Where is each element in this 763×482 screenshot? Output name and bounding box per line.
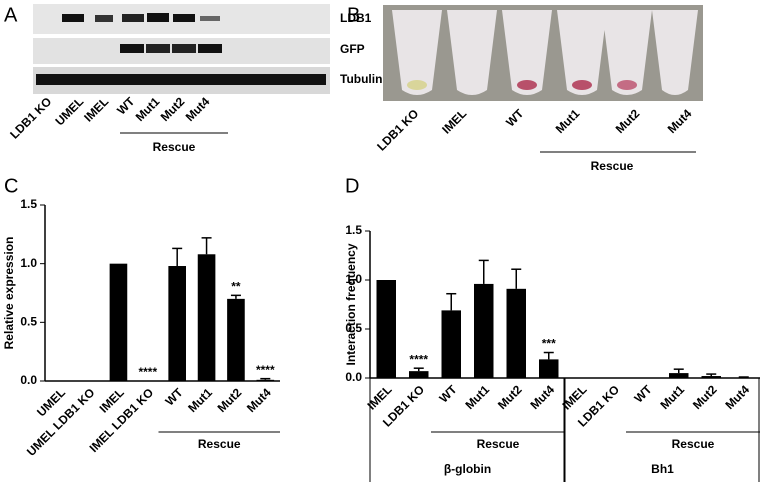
group-label: Rescue bbox=[153, 140, 196, 154]
bar bbox=[441, 310, 461, 378]
lane-label: IMEL bbox=[81, 94, 111, 124]
x-tick-label: WT bbox=[437, 382, 461, 406]
lane-label: UMEL bbox=[52, 94, 86, 128]
panel-letter: D bbox=[345, 175, 359, 197]
x-tick-label: Mut1 bbox=[657, 382, 687, 412]
y-tick-label: 0.0 bbox=[345, 370, 362, 384]
western-blot bbox=[33, 4, 330, 94]
tube-label: Mut4 bbox=[665, 106, 695, 136]
bar bbox=[197, 254, 216, 381]
x-tick-label: Mut4 bbox=[527, 382, 557, 412]
y-tick-label: 0.5 bbox=[345, 321, 362, 335]
significance: **** bbox=[256, 363, 275, 377]
tube-label: IMEL bbox=[439, 106, 469, 136]
bar bbox=[109, 263, 128, 381]
group-label: Rescue bbox=[477, 437, 520, 451]
x-tick-label: Mut2 bbox=[495, 382, 525, 412]
x-tick-label: WT bbox=[632, 382, 656, 406]
panel-letter: B bbox=[347, 4, 360, 26]
bar bbox=[539, 359, 559, 378]
y-tick-label: 1.5 bbox=[20, 197, 37, 211]
group-label: Rescue bbox=[591, 159, 634, 173]
significance: **** bbox=[138, 365, 157, 379]
y-tick-label: 0.5 bbox=[20, 315, 37, 329]
significance: **** bbox=[409, 352, 428, 366]
bar bbox=[376, 280, 396, 378]
bar bbox=[506, 288, 526, 378]
x-tick-label: Mut2 bbox=[690, 382, 720, 412]
lane-label: LDB1 KO bbox=[7, 94, 54, 141]
group-label: Rescue bbox=[672, 437, 715, 451]
x-tick-label: Mut1 bbox=[462, 382, 492, 412]
lane-label: Mut4 bbox=[183, 94, 213, 124]
significance: *** bbox=[542, 337, 556, 351]
lane-label: Mut1 bbox=[133, 94, 163, 124]
bar bbox=[669, 373, 689, 378]
group-name: Bh1 bbox=[651, 462, 674, 476]
y-axis-label: Interaction frequency bbox=[344, 243, 358, 365]
bar bbox=[168, 266, 186, 381]
bar bbox=[701, 376, 721, 378]
lane-label: Mut2 bbox=[158, 94, 188, 124]
tube-label: LDB1 KO bbox=[374, 106, 421, 153]
significance: ** bbox=[231, 280, 241, 294]
y-tick-label: 0.0 bbox=[20, 373, 37, 387]
group-label: Rescue bbox=[198, 437, 241, 451]
x-tick-label: WT bbox=[162, 385, 186, 409]
y-tick-label: 1.0 bbox=[20, 256, 37, 270]
bar bbox=[256, 379, 275, 381]
panel-letter: C bbox=[4, 175, 18, 197]
tube-label: Mut2 bbox=[613, 106, 643, 136]
x-tick-label: Mut1 bbox=[185, 385, 215, 415]
x-tick-label: Mut2 bbox=[215, 385, 245, 415]
group-name: β-globin bbox=[444, 462, 491, 476]
y-axis-label: Relative expression bbox=[2, 237, 16, 350]
y-tick-label: 1.5 bbox=[345, 223, 362, 237]
x-tick-label: Mut4 bbox=[244, 385, 274, 415]
bar bbox=[409, 371, 429, 378]
y-tick-label: 1.0 bbox=[345, 272, 362, 286]
tube-label: WT bbox=[503, 106, 527, 130]
blot-label: GFP bbox=[340, 42, 365, 56]
x-tick-label: IMEL bbox=[364, 382, 394, 412]
panel-letter: A bbox=[4, 4, 18, 26]
blot-label: LDB1 bbox=[340, 11, 372, 25]
bar bbox=[474, 283, 494, 378]
x-tick-label: Mut4 bbox=[722, 382, 752, 412]
bar bbox=[227, 298, 245, 381]
tube-photo bbox=[383, 5, 703, 101]
tube-label: Mut1 bbox=[553, 106, 583, 136]
blot-label: Tubulin bbox=[340, 72, 382, 86]
